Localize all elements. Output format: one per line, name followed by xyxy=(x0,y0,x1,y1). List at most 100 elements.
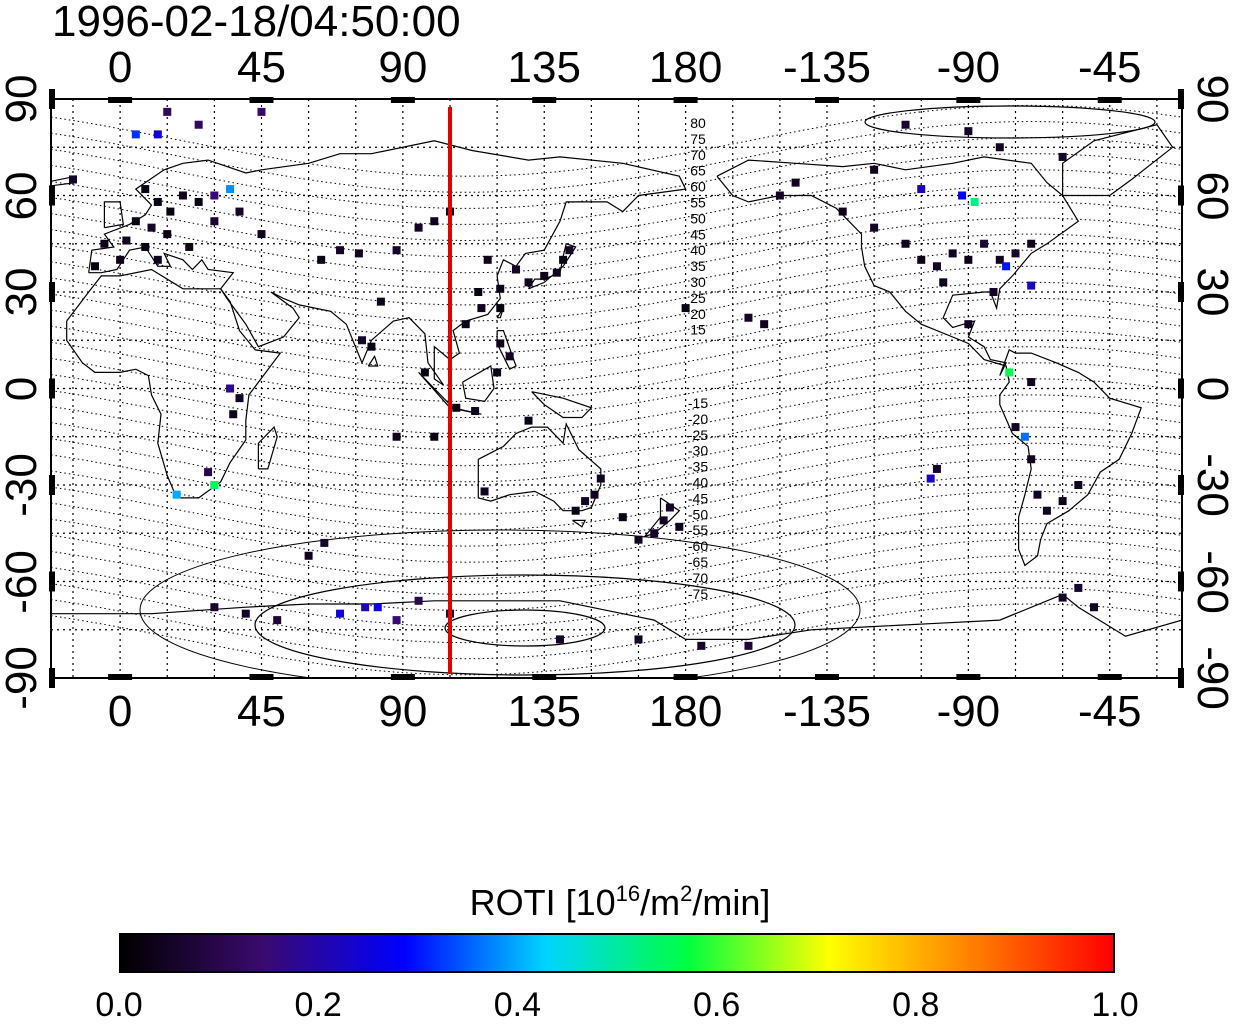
coastline xyxy=(103,201,124,229)
roti-point xyxy=(791,178,800,187)
coastline xyxy=(257,425,278,470)
roti-point xyxy=(932,262,941,271)
roti-point xyxy=(634,535,643,544)
roti-point xyxy=(131,130,140,139)
coastline xyxy=(66,268,282,499)
coastline xyxy=(462,365,495,403)
colorbar-title: ROTI [1016/m2/min] xyxy=(0,872,1240,925)
roti-point xyxy=(964,320,973,329)
contour-label: 40 xyxy=(690,242,706,258)
contour-label: -50 xyxy=(688,506,708,522)
frame-tick-mark xyxy=(1097,674,1122,680)
contour-label: 20 xyxy=(690,306,706,322)
x-tick-top: -90 xyxy=(936,43,1001,92)
frame-tick-mark xyxy=(673,674,698,680)
contour-label: 45 xyxy=(690,226,706,242)
roti-point xyxy=(932,464,941,473)
x-tick-top: 0 xyxy=(107,43,133,92)
frame-tick-mark xyxy=(108,674,133,680)
roti-point xyxy=(675,522,684,531)
contour-label: 35 xyxy=(690,258,706,274)
x-tick-top: 135 xyxy=(507,43,581,92)
roti-points xyxy=(68,107,1099,650)
colorbar-tick: 0.6 xyxy=(692,986,741,1024)
roti-point xyxy=(511,265,520,274)
roti-point xyxy=(618,513,627,522)
x-tick-top: 180 xyxy=(648,43,723,92)
roti-point xyxy=(194,197,203,206)
frame-tick-mark xyxy=(49,668,55,688)
coastline xyxy=(572,519,587,528)
roti-point xyxy=(665,503,674,512)
frame-tick-mark xyxy=(1178,185,1184,206)
contour-label: -60 xyxy=(688,538,708,554)
roti-point xyxy=(1002,262,1011,271)
roti-point xyxy=(229,410,238,419)
roti-point xyxy=(358,336,367,345)
roti-point xyxy=(336,609,345,618)
frame-tick-mark xyxy=(814,97,839,103)
contour-label: -20 xyxy=(688,411,708,427)
roti-point xyxy=(590,490,599,499)
contour-label: -40 xyxy=(688,475,708,491)
contour-line xyxy=(51,249,1182,322)
contour-line xyxy=(51,120,1182,193)
roti-point xyxy=(980,239,989,248)
roti-point xyxy=(901,120,910,129)
frame-tick-mark xyxy=(1097,97,1122,103)
frame-tick-mark xyxy=(673,97,698,103)
roti-point xyxy=(477,304,486,313)
colorbar-tick: 0.4 xyxy=(493,986,542,1024)
contour-label: -35 xyxy=(688,459,708,475)
roti-point xyxy=(210,481,219,489)
roti-point xyxy=(430,432,439,441)
roti-point xyxy=(90,262,99,271)
roti-point xyxy=(744,641,753,650)
roti-point xyxy=(210,191,219,200)
contour-label: 15 xyxy=(690,322,706,338)
coastlines xyxy=(51,124,1182,640)
roti-point xyxy=(178,191,187,200)
roti-point xyxy=(153,255,162,264)
roti-point xyxy=(461,320,470,329)
roti-point xyxy=(163,107,172,116)
contour-line xyxy=(51,104,1182,177)
frame-tick-mark xyxy=(49,89,55,109)
colorbar xyxy=(119,933,1115,973)
y-tick-right: 60 xyxy=(1188,171,1237,220)
roti-point xyxy=(1027,378,1036,387)
roti-point xyxy=(257,107,266,116)
roti-point xyxy=(581,497,590,506)
frame-tick-mark xyxy=(814,674,839,680)
colorbar-title-exponent: 16 xyxy=(615,881,641,906)
roti-point xyxy=(420,368,429,377)
y-tick-left: 0 xyxy=(0,376,46,401)
roti-point xyxy=(926,474,935,483)
roti-point xyxy=(141,242,150,251)
roti-point xyxy=(392,246,401,255)
roti-point xyxy=(555,635,564,644)
roti-point xyxy=(163,230,172,239)
frame-tick-mark xyxy=(49,282,55,302)
frame-tick-mark xyxy=(1178,668,1184,688)
contour-line xyxy=(51,442,1182,515)
coastline xyxy=(531,391,593,419)
contour-south-pole-ring-outer xyxy=(254,574,796,676)
contour-label: 50 xyxy=(690,210,706,226)
x-tick-bottom: 45 xyxy=(237,687,286,736)
roti-point xyxy=(964,255,973,264)
x-tick-bottom: 90 xyxy=(378,687,428,736)
roti-point xyxy=(320,538,329,547)
roti-point xyxy=(194,120,203,129)
y-tick-right: 0 xyxy=(1188,376,1237,401)
roti-point xyxy=(1074,481,1083,489)
roti-point xyxy=(153,130,162,139)
coastline xyxy=(716,156,1142,567)
roti-point xyxy=(153,197,162,206)
colorbar-title-suffix: /min] xyxy=(692,882,771,923)
roti-point xyxy=(317,255,326,264)
roti-point xyxy=(483,255,492,264)
roti-point xyxy=(559,255,568,264)
roti-point xyxy=(131,217,140,226)
